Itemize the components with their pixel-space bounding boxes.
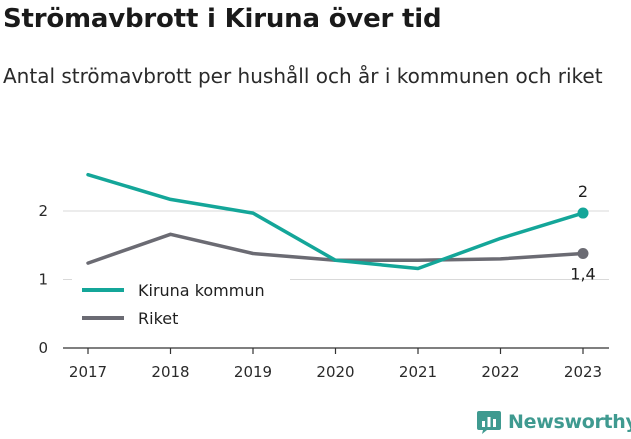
x-tick-label: 2021 (399, 363, 437, 381)
y-axis-ticks: 0 1 2 (38, 202, 48, 357)
end-value-label: 1,4 (570, 264, 595, 283)
end-value-label: 2 (578, 182, 588, 201)
x-tick-label: 2020 (316, 363, 354, 381)
legend-label: Kiruna kommun (138, 281, 265, 300)
series-line (86, 172, 585, 271)
y-tick-label: 0 (38, 339, 48, 357)
y-tick-label: 2 (38, 202, 48, 220)
x-tick-label: 2022 (481, 363, 519, 381)
newsworthy-logo-icon (477, 411, 501, 434)
x-tick-label: 2019 (234, 363, 272, 381)
x-tick-label: 2017 (69, 363, 107, 381)
x-tick-label: 2018 (151, 363, 189, 381)
x-tick-label: 2023 (564, 363, 602, 381)
grid-lines (63, 210, 609, 280)
end-labels: 1,42 (570, 182, 595, 283)
x-axis: 2017 2018 2019 2020 2021 2022 2023 (63, 347, 609, 381)
legend: Kiruna kommun Riket (72, 276, 290, 334)
end-point-marker (577, 247, 589, 259)
brand-name: Newsworthy (508, 411, 631, 433)
end-point-marker (577, 207, 589, 219)
chart-title: Strömavbrott i Kiruna över tid (3, 4, 442, 34)
legend-label: Riket (138, 309, 178, 328)
series-lines (86, 172, 589, 271)
chart-subtitle: Antal strömavbrott per hushåll och år i … (3, 64, 603, 88)
legend-background (72, 276, 290, 334)
y-tick-label: 1 (38, 271, 48, 289)
newsworthy-brand[interactable]: Newsworthy (476, 408, 631, 436)
